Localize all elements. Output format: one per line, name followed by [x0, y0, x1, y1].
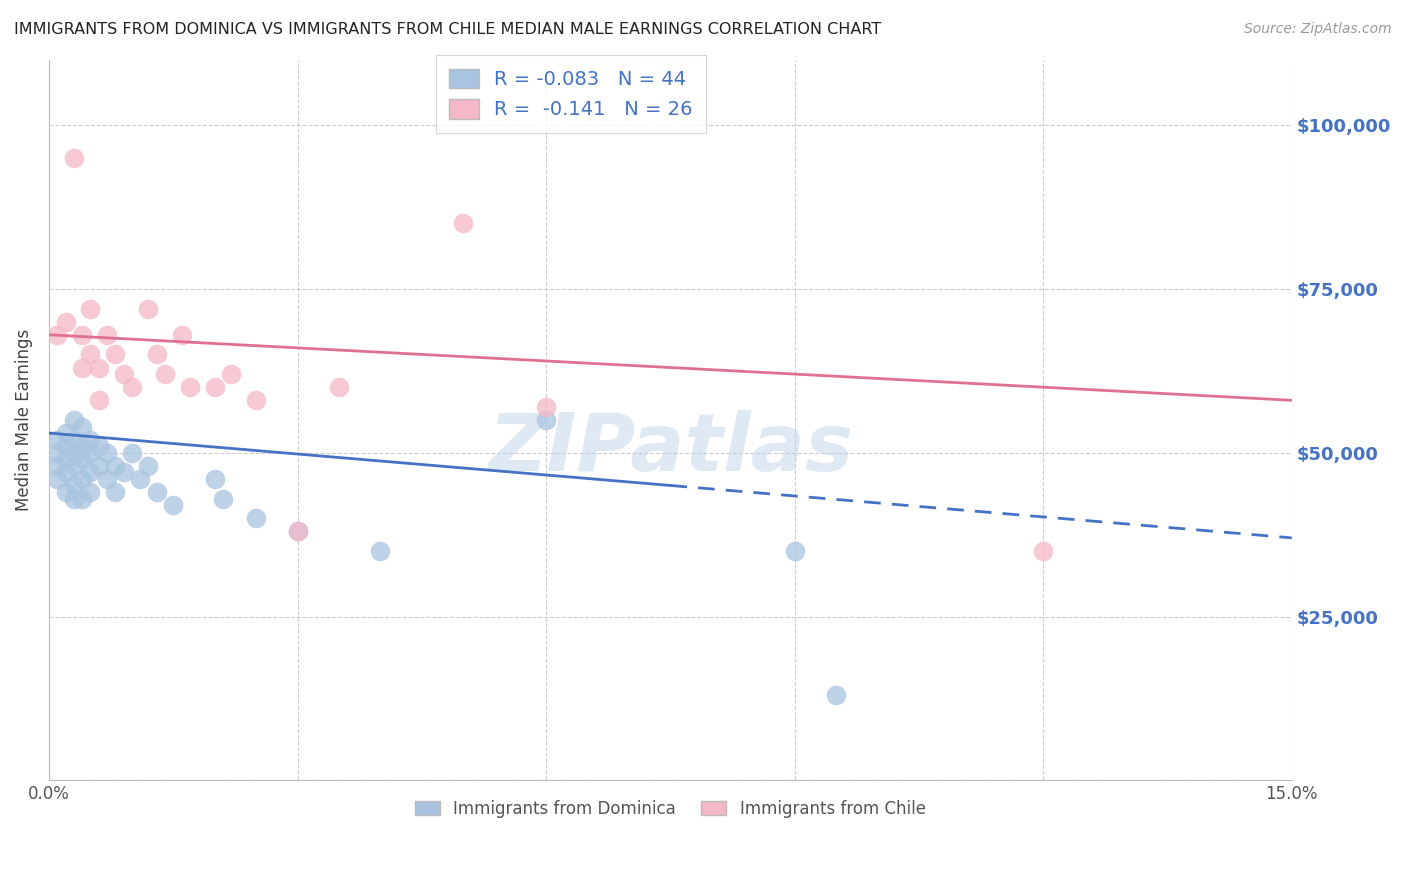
Point — [204, 472, 226, 486]
Point — [55, 439, 77, 453]
Point — [96, 446, 118, 460]
Point — [96, 327, 118, 342]
Point — [783, 544, 806, 558]
Point — [63, 478, 86, 492]
Point — [79, 433, 101, 447]
Point — [287, 524, 309, 539]
Point — [63, 446, 86, 460]
Point — [96, 472, 118, 486]
Point — [46, 433, 69, 447]
Point — [63, 413, 86, 427]
Point — [63, 151, 86, 165]
Point — [55, 315, 77, 329]
Point — [138, 301, 160, 316]
Point — [87, 458, 110, 473]
Text: Source: ZipAtlas.com: Source: ZipAtlas.com — [1244, 22, 1392, 37]
Point — [245, 393, 267, 408]
Point — [121, 446, 143, 460]
Point — [534, 400, 557, 414]
Point — [79, 466, 101, 480]
Point — [55, 466, 77, 480]
Point — [121, 380, 143, 394]
Point — [162, 498, 184, 512]
Point — [1032, 544, 1054, 558]
Point — [70, 327, 93, 342]
Point — [55, 485, 77, 500]
Point — [70, 360, 93, 375]
Point — [46, 458, 69, 473]
Point — [451, 216, 474, 230]
Point — [170, 327, 193, 342]
Point — [87, 360, 110, 375]
Point — [70, 439, 93, 453]
Point — [46, 472, 69, 486]
Point — [138, 458, 160, 473]
Text: ZIPatlas: ZIPatlas — [488, 409, 853, 488]
Point — [104, 485, 127, 500]
Point — [63, 458, 86, 473]
Point — [219, 367, 242, 381]
Point — [145, 347, 167, 361]
Point — [145, 485, 167, 500]
Point — [55, 452, 77, 467]
Point — [112, 367, 135, 381]
Point — [79, 446, 101, 460]
Point — [370, 544, 392, 558]
Point — [129, 472, 152, 486]
Point — [104, 347, 127, 361]
Point — [70, 419, 93, 434]
Point — [179, 380, 201, 394]
Point — [287, 524, 309, 539]
Legend: Immigrants from Dominica, Immigrants from Chile: Immigrants from Dominica, Immigrants fro… — [406, 791, 934, 826]
Point — [70, 452, 93, 467]
Point — [63, 433, 86, 447]
Point — [55, 425, 77, 440]
Point — [63, 491, 86, 506]
Point — [70, 491, 93, 506]
Point — [104, 458, 127, 473]
Point — [245, 511, 267, 525]
Point — [70, 472, 93, 486]
Point — [79, 347, 101, 361]
Point — [46, 327, 69, 342]
Point — [204, 380, 226, 394]
Y-axis label: Median Male Earnings: Median Male Earnings — [15, 329, 32, 511]
Point — [112, 466, 135, 480]
Point — [212, 491, 235, 506]
Point — [153, 367, 176, 381]
Point — [825, 688, 848, 702]
Point — [87, 393, 110, 408]
Point — [79, 301, 101, 316]
Point — [46, 446, 69, 460]
Point — [87, 439, 110, 453]
Point — [328, 380, 350, 394]
Text: IMMIGRANTS FROM DOMINICA VS IMMIGRANTS FROM CHILE MEDIAN MALE EARNINGS CORRELATI: IMMIGRANTS FROM DOMINICA VS IMMIGRANTS F… — [14, 22, 882, 37]
Point — [79, 485, 101, 500]
Point — [534, 413, 557, 427]
